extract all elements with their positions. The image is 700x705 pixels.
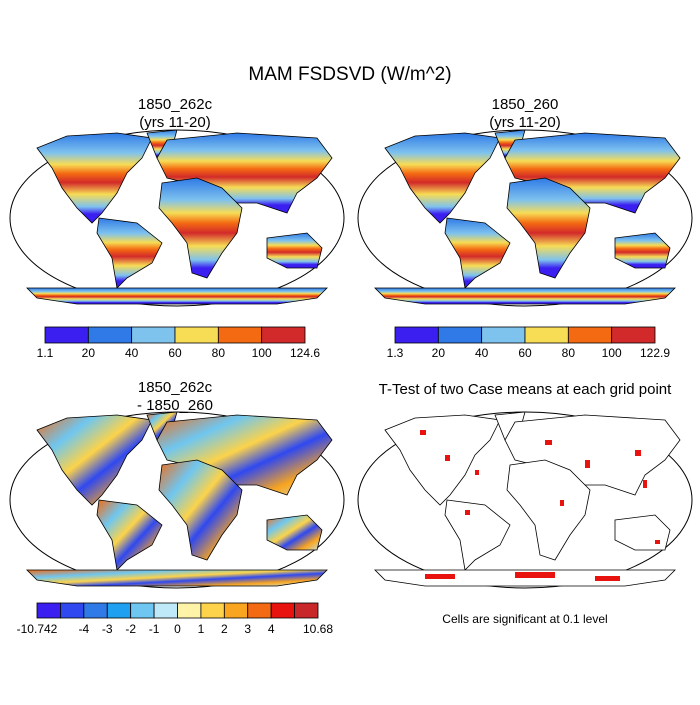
map (9, 411, 345, 589)
colorbar-label: 2 (221, 622, 228, 636)
colorbar-label: 1.1 (37, 346, 54, 360)
panel-title: 1850_262c (138, 379, 213, 396)
panel-title: (yrs 11-20) (489, 114, 560, 131)
colorbar-box (60, 602, 85, 619)
colorbar-box (217, 326, 263, 344)
colorbar-label: -10.742 (17, 622, 58, 636)
colorbar-box (83, 602, 108, 619)
colorbar-box (174, 326, 219, 344)
colorbar-box (223, 602, 249, 619)
panel-title: (yrs 11-20) (139, 114, 210, 131)
colorbar-box (294, 602, 319, 619)
colorbar-label: 3 (244, 622, 251, 636)
colorbar-label: -1 (149, 622, 160, 636)
note: Cells are significant at 0.1 level (442, 612, 607, 626)
colorbar-label: -3 (102, 622, 113, 636)
map (9, 129, 345, 307)
colorbar-label: 80 (562, 346, 576, 360)
colorbar-box (177, 602, 202, 619)
colorbar-label: 100 (252, 346, 272, 360)
panel-title: 1850_262c (138, 96, 213, 113)
colorbar-box (131, 326, 176, 344)
colorbar-label: 4 (268, 622, 275, 636)
colorbar-box (524, 326, 569, 344)
colorbar-box (36, 602, 61, 619)
colorbar-box (481, 326, 526, 344)
colorbar-label: 100 (602, 346, 622, 360)
panel-title: - 1850_260 (137, 397, 213, 414)
colorbar-label: 124.6 (290, 346, 320, 360)
panel-title: T-Test of two Case means at each grid po… (379, 381, 672, 398)
colorbar-box (200, 602, 225, 619)
colorbar-box (567, 326, 613, 344)
colorbar-label: -2 (125, 622, 136, 636)
colorbar-box (130, 602, 155, 619)
colorbar-box (247, 602, 272, 619)
colorbar-label: 0 (174, 622, 181, 636)
colorbar-box (153, 602, 178, 619)
colorbar-label: 1 (198, 622, 205, 636)
colorbar-label: 1.3 (387, 346, 404, 360)
colorbar-label: 20 (82, 346, 96, 360)
colorbar-box (87, 326, 133, 344)
colorbar-label: 60 (518, 346, 532, 360)
figure-title: MAM FSDSVD (W/m^2) (248, 64, 451, 85)
colorbar-box (437, 326, 483, 344)
colorbar-label: 122.9 (640, 346, 670, 360)
colorbar-box (261, 326, 306, 344)
colorbar-label: 80 (212, 346, 226, 360)
colorbar-box (394, 326, 439, 344)
colorbar-label: -4 (78, 622, 89, 636)
colorbar-label: 20 (432, 346, 446, 360)
colorbar-box (611, 326, 656, 344)
colorbar-box (44, 326, 89, 344)
colorbar-label: 10.68 (303, 622, 333, 636)
colorbar-label: 60 (168, 346, 182, 360)
colorbar-label: 40 (475, 346, 489, 360)
panel-title: 1850_260 (492, 96, 559, 113)
map (357, 129, 693, 307)
map (357, 411, 693, 589)
colorbar-box (270, 602, 295, 619)
colorbar-label: 40 (125, 346, 139, 360)
colorbar-box (106, 602, 132, 619)
